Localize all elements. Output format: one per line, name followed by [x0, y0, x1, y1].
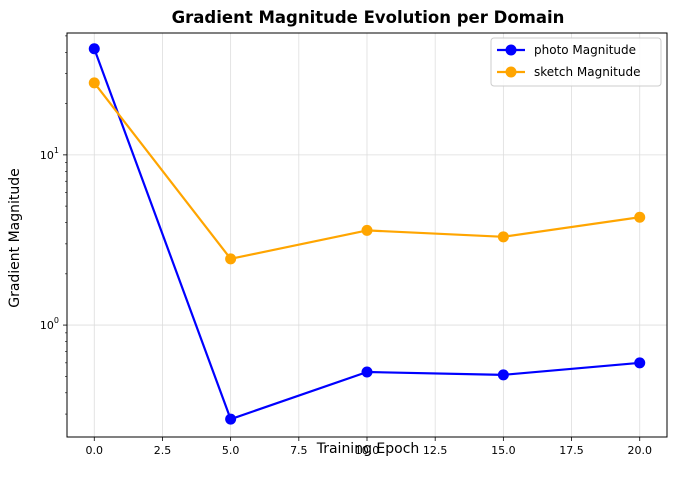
x-tick-label: 10.0 — [355, 444, 380, 457]
legend: photo Magnitude sketch Magnitude — [490, 37, 662, 87]
y-tick-label: 101 — [40, 146, 59, 162]
data-point — [225, 253, 237, 265]
data-point — [497, 369, 509, 381]
legend-marker — [505, 44, 517, 56]
chart-title: Gradient Magnitude Evolution per Domain — [172, 8, 565, 27]
x-axis-title: Training Epoch — [316, 441, 420, 457]
axes: 0.0 2.5 5.0 7.5 10.0 12.5 15.0 17.5 20.0 100 101 — [40, 35, 652, 457]
series-layer — [88, 43, 646, 425]
data-point — [497, 231, 509, 243]
x-tick-label: 15.0 — [491, 444, 516, 457]
y-axis-title: Gradient Magnitude — [7, 168, 23, 308]
y-tick-label: 100 — [40, 316, 59, 332]
data-point — [88, 77, 100, 89]
x-tick-label: 20.0 — [627, 444, 652, 457]
x-tick-label: 7.5 — [290, 444, 308, 457]
x-tick-label: 5.0 — [222, 444, 240, 457]
data-point — [634, 211, 646, 223]
data-point — [634, 357, 646, 369]
data-point — [88, 43, 100, 55]
data-point — [361, 224, 373, 236]
legend-label: sketch Magnitude — [534, 65, 640, 79]
data-point — [225, 413, 237, 425]
data-point — [361, 366, 373, 378]
x-tick-label: 12.5 — [423, 444, 448, 457]
legend-label: photo Magnitude — [534, 43, 636, 57]
legend-marker — [505, 66, 517, 78]
x-tick-label: 17.5 — [559, 444, 584, 457]
legend-box — [490, 37, 662, 87]
x-tick-label: 0.0 — [86, 444, 104, 457]
x-tick-label: 2.5 — [154, 444, 172, 457]
